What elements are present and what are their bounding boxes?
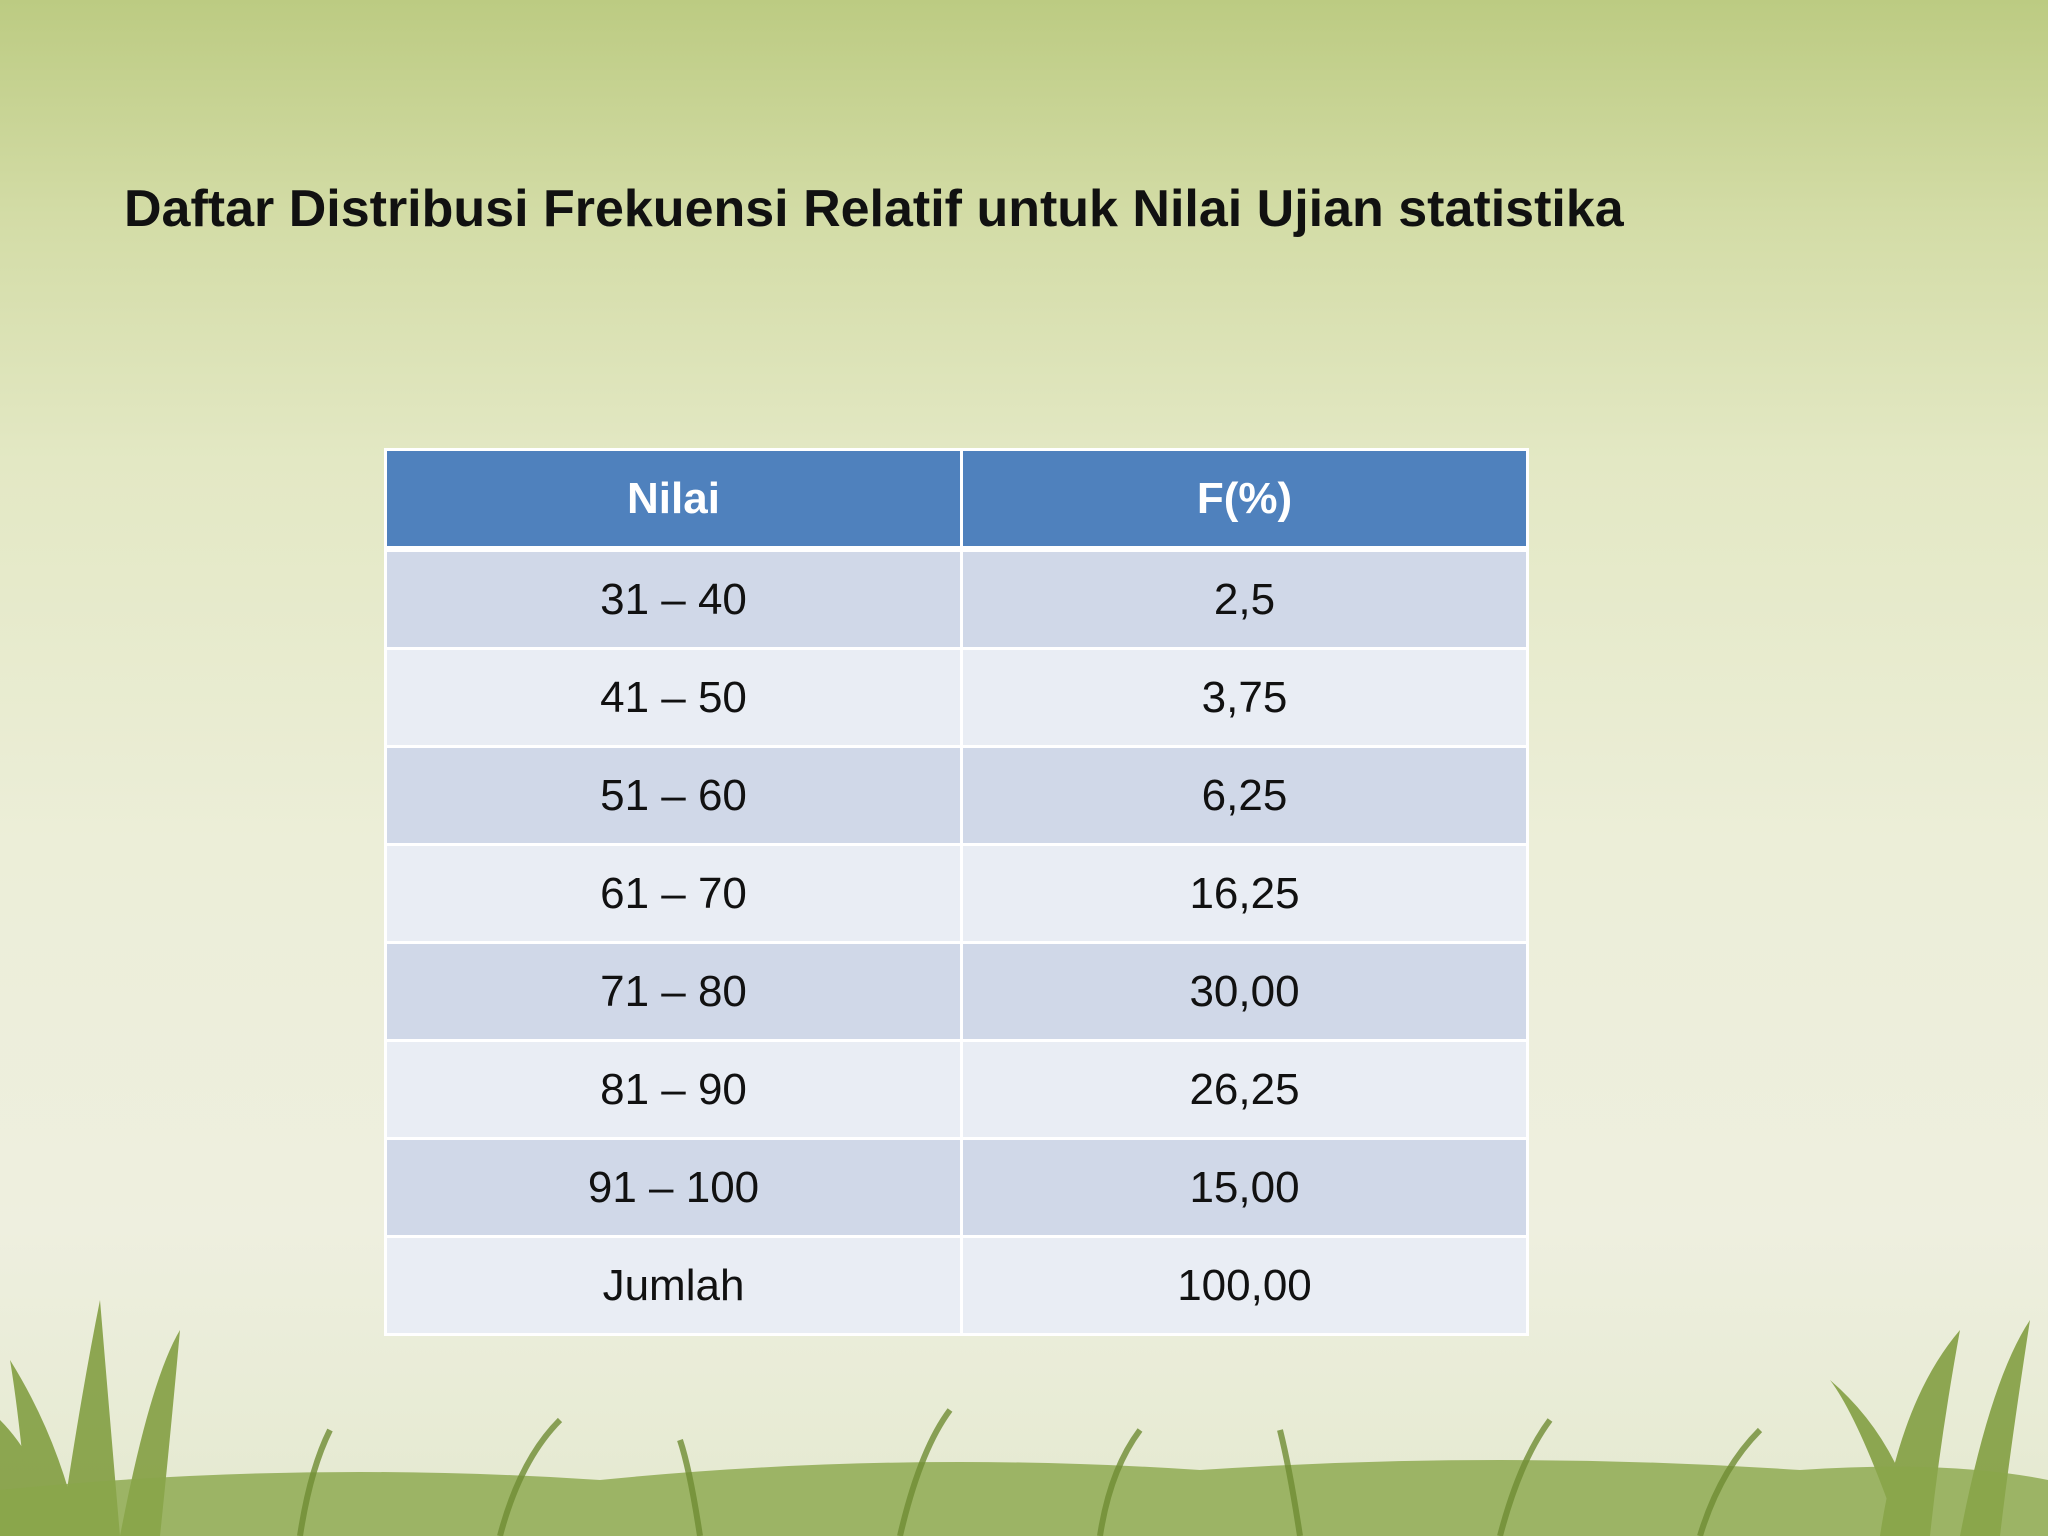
table-cell: 6,25 [960,745,1529,846]
table-row: 41 – 50 3,75 [384,647,1529,748]
table-cell: 41 – 50 [384,647,963,748]
frequency-table: Nilai F(%) 31 – 40 2,5 41 – 50 3,75 51 – 60 6,… [384,448,1529,1336]
table-cell: 91 – 100 [384,1137,963,1238]
header-cell: Nilai [384,448,963,552]
table-row: 91 – 100 15,00 [384,1137,1529,1238]
table-row: Jumlah 100,00 [384,1235,1529,1336]
table-cell: 100,00 [960,1235,1529,1336]
table-cell: 81 – 90 [384,1039,963,1140]
table-row: 61 – 70 16,25 [384,843,1529,944]
table-cell: 61 – 70 [384,843,963,944]
slide-title: Daftar Distribusi Frekuensi Relatif untu… [124,180,1624,238]
table-cell: Jumlah [384,1235,963,1336]
table-cell: 26,25 [960,1039,1529,1140]
table-row: 81 – 90 26,25 [384,1039,1529,1140]
header-row: Nilai F(%) [384,448,1529,552]
table-cell: 30,00 [960,941,1529,1042]
table-cell: 2,5 [960,547,1529,650]
table-row: 31 – 40 2,5 [384,547,1529,650]
table-cell: 51 – 60 [384,745,963,846]
table-cell: 15,00 [960,1137,1529,1238]
table-row: 51 – 60 6,25 [384,745,1529,846]
table-cell: 71 – 80 [384,941,963,1042]
table-cell: 31 – 40 [384,547,963,650]
table-row: 71 – 80 30,00 [384,941,1529,1042]
header-cell: F(%) [960,448,1529,552]
table-cell: 3,75 [960,647,1529,748]
table-cell: 16,25 [960,843,1529,944]
